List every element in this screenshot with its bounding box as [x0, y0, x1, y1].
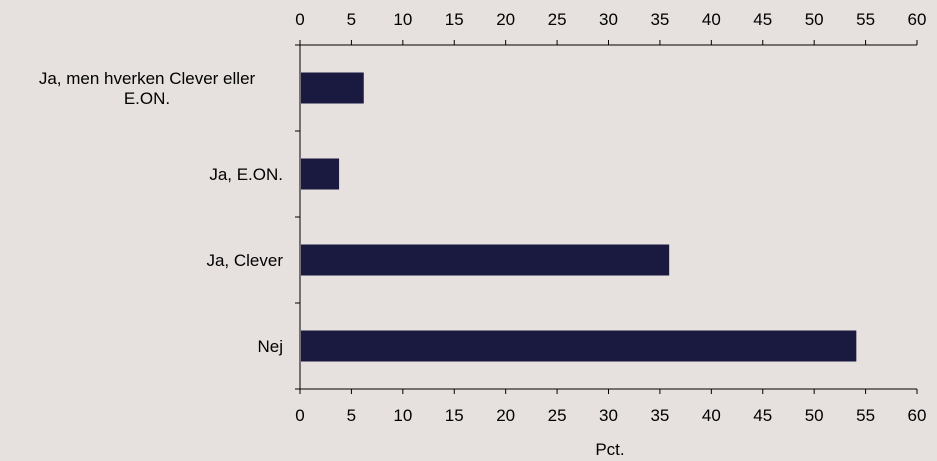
bottom-x-tick-label: 35 [650, 406, 669, 425]
category-label: Ja, E.ON. [209, 165, 283, 184]
bottom-x-tick-label: 60 [908, 406, 927, 425]
top-x-tick-label: 30 [599, 10, 618, 29]
bottom-x-tick-labels: 0 5 10 15 20 25 30 35 40 45 50 55 60 [295, 406, 926, 425]
top-x-tick-label: 40 [702, 10, 721, 29]
bottom-x-tick-label: 25 [548, 406, 567, 425]
category-label: Ja, men hverken Clever eller [39, 69, 256, 88]
bottom-x-tick-label: 0 [295, 406, 304, 425]
bar [301, 72, 364, 104]
bottom-x-tick-label: 45 [753, 406, 772, 425]
category-label: Nej [257, 337, 283, 356]
top-x-tick-label: 0 [295, 10, 304, 29]
top-x-tick-label: 25 [548, 10, 567, 29]
chart-axes [295, 40, 918, 394]
bottom-x-tick-label: 40 [702, 406, 721, 425]
top-x-tick-label: 50 [805, 10, 824, 29]
category-label: Ja, Clever [206, 251, 283, 270]
chart-bars [301, 72, 857, 362]
top-x-tick-label: 10 [393, 10, 412, 29]
bottom-x-tick-label: 10 [393, 406, 412, 425]
top-x-tick-label: 60 [908, 10, 927, 29]
top-x-tick-label: 15 [445, 10, 464, 29]
bottom-x-tick-label: 55 [856, 406, 875, 425]
top-x-tick-label: 55 [856, 10, 875, 29]
bar [301, 330, 857, 362]
bottom-x-tick-label: 5 [347, 406, 356, 425]
bottom-x-tick-label: 15 [445, 406, 464, 425]
top-x-tick-labels: 0 5 10 15 20 25 30 35 40 45 50 55 60 [295, 10, 926, 29]
top-x-tick-label: 45 [753, 10, 772, 29]
bottom-x-tick-label: 30 [599, 406, 618, 425]
bottom-x-tick-label: 50 [805, 406, 824, 425]
category-label: E.ON. [124, 89, 170, 108]
top-x-tick-label: 20 [496, 10, 515, 29]
top-x-tick-label: 5 [347, 10, 356, 29]
top-x-tick-label: 35 [650, 10, 669, 29]
x-axis-label: Pct. [595, 440, 624, 459]
bar [301, 158, 340, 190]
bar [301, 244, 670, 276]
bottom-x-tick-label: 20 [496, 406, 515, 425]
